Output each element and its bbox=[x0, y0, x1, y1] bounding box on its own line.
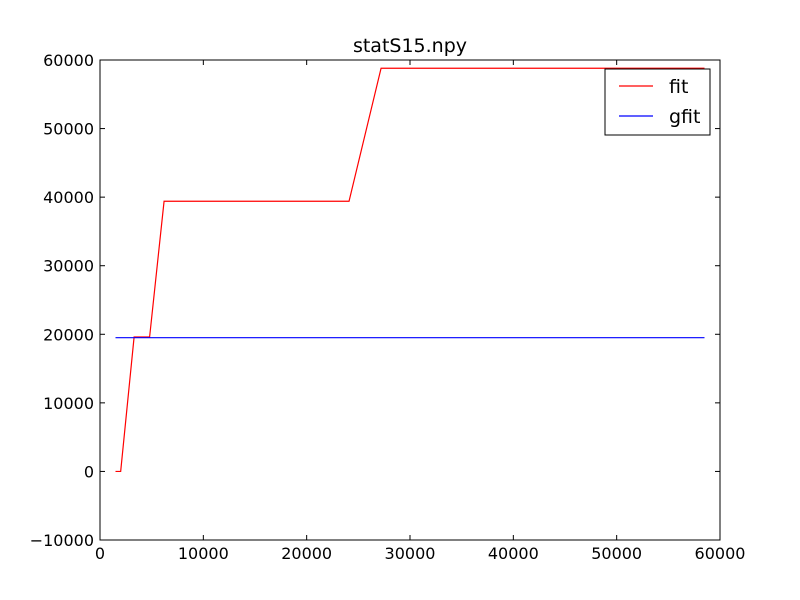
y-tick-label: 60000 bbox=[43, 51, 94, 70]
chart-title: statS15.npy bbox=[353, 35, 467, 57]
y-tick-label: 40000 bbox=[43, 188, 94, 207]
x-tick-label: 30000 bbox=[385, 544, 436, 563]
x-tick-label: 40000 bbox=[488, 544, 539, 563]
y-tick-label: 0 bbox=[84, 462, 94, 481]
series-layer bbox=[115, 67, 705, 473]
legend-label-fit: fit bbox=[669, 76, 688, 98]
x-tick-label: 50000 bbox=[591, 544, 642, 563]
series-line-fit bbox=[115, 67, 705, 473]
x-tick-label: 10000 bbox=[178, 544, 229, 563]
tick-layer: 0 10000 20000 30000 40000 50000 60000−10000010… bbox=[30, 51, 746, 563]
y-tick-label: 50000 bbox=[43, 120, 94, 139]
legend-box bbox=[604, 68, 711, 136]
x-tick-label: 60000 bbox=[695, 544, 746, 563]
x-tick-label: 20000 bbox=[281, 544, 332, 563]
y-tick-label: −10000 bbox=[30, 531, 94, 550]
legend-label-gfit: gfit bbox=[669, 106, 700, 128]
y-tick-label: 10000 bbox=[43, 394, 94, 413]
y-tick-label: 20000 bbox=[43, 325, 94, 344]
legend: fit gfit bbox=[604, 68, 711, 136]
y-tick-label: 30000 bbox=[43, 257, 94, 276]
plot-frame bbox=[99, 59, 721, 541]
x-tick-label: 0 bbox=[95, 544, 105, 563]
